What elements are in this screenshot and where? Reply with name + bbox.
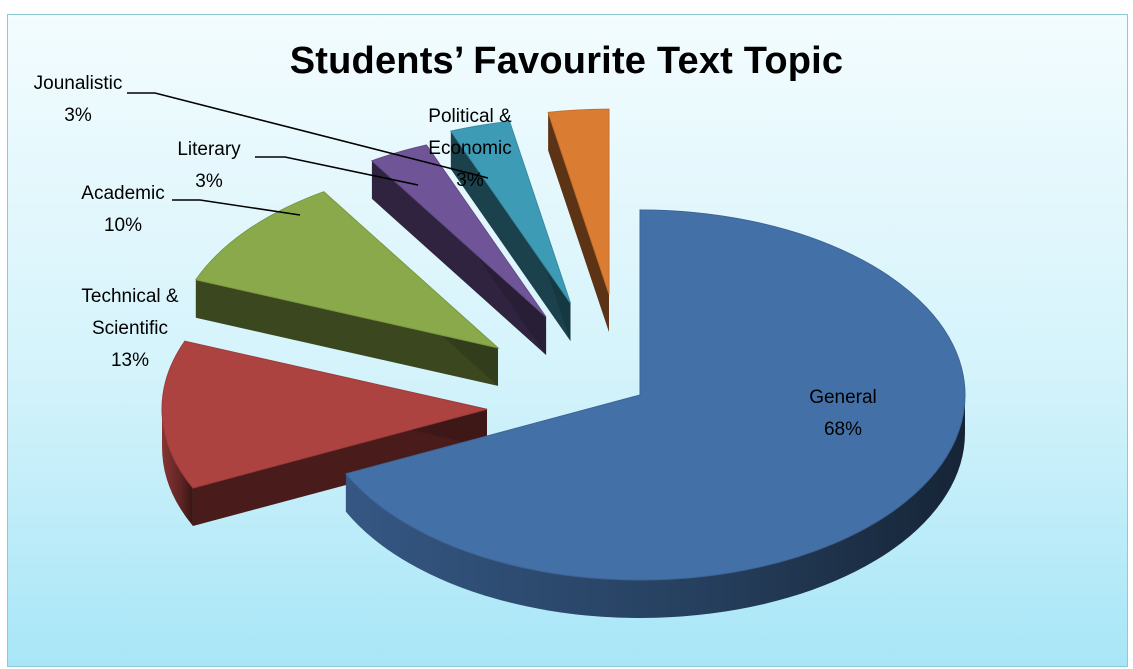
leader-line xyxy=(172,199,301,216)
slice-label: Literary 3% xyxy=(177,139,241,192)
pie-slice-jounalistic xyxy=(450,120,571,342)
chart-title: Students’ Favourite Text Topic xyxy=(289,40,844,82)
slice-label: Academic 10% xyxy=(81,183,164,236)
slice-label: Political & Economic 3% xyxy=(428,106,512,191)
pie-slice-political xyxy=(547,108,610,333)
slice-label: General 68% xyxy=(809,387,877,440)
leader-line xyxy=(255,156,419,186)
slice-label: Technical & Scientific 13% xyxy=(81,286,178,371)
slice-label: Jounalistic 3% xyxy=(34,73,123,126)
pie-slice-general xyxy=(345,209,966,618)
leader-line xyxy=(127,92,489,179)
pie-slice-technical xyxy=(161,340,488,527)
pie-slice-literary xyxy=(370,144,547,356)
pie-slice-academic xyxy=(194,191,500,386)
